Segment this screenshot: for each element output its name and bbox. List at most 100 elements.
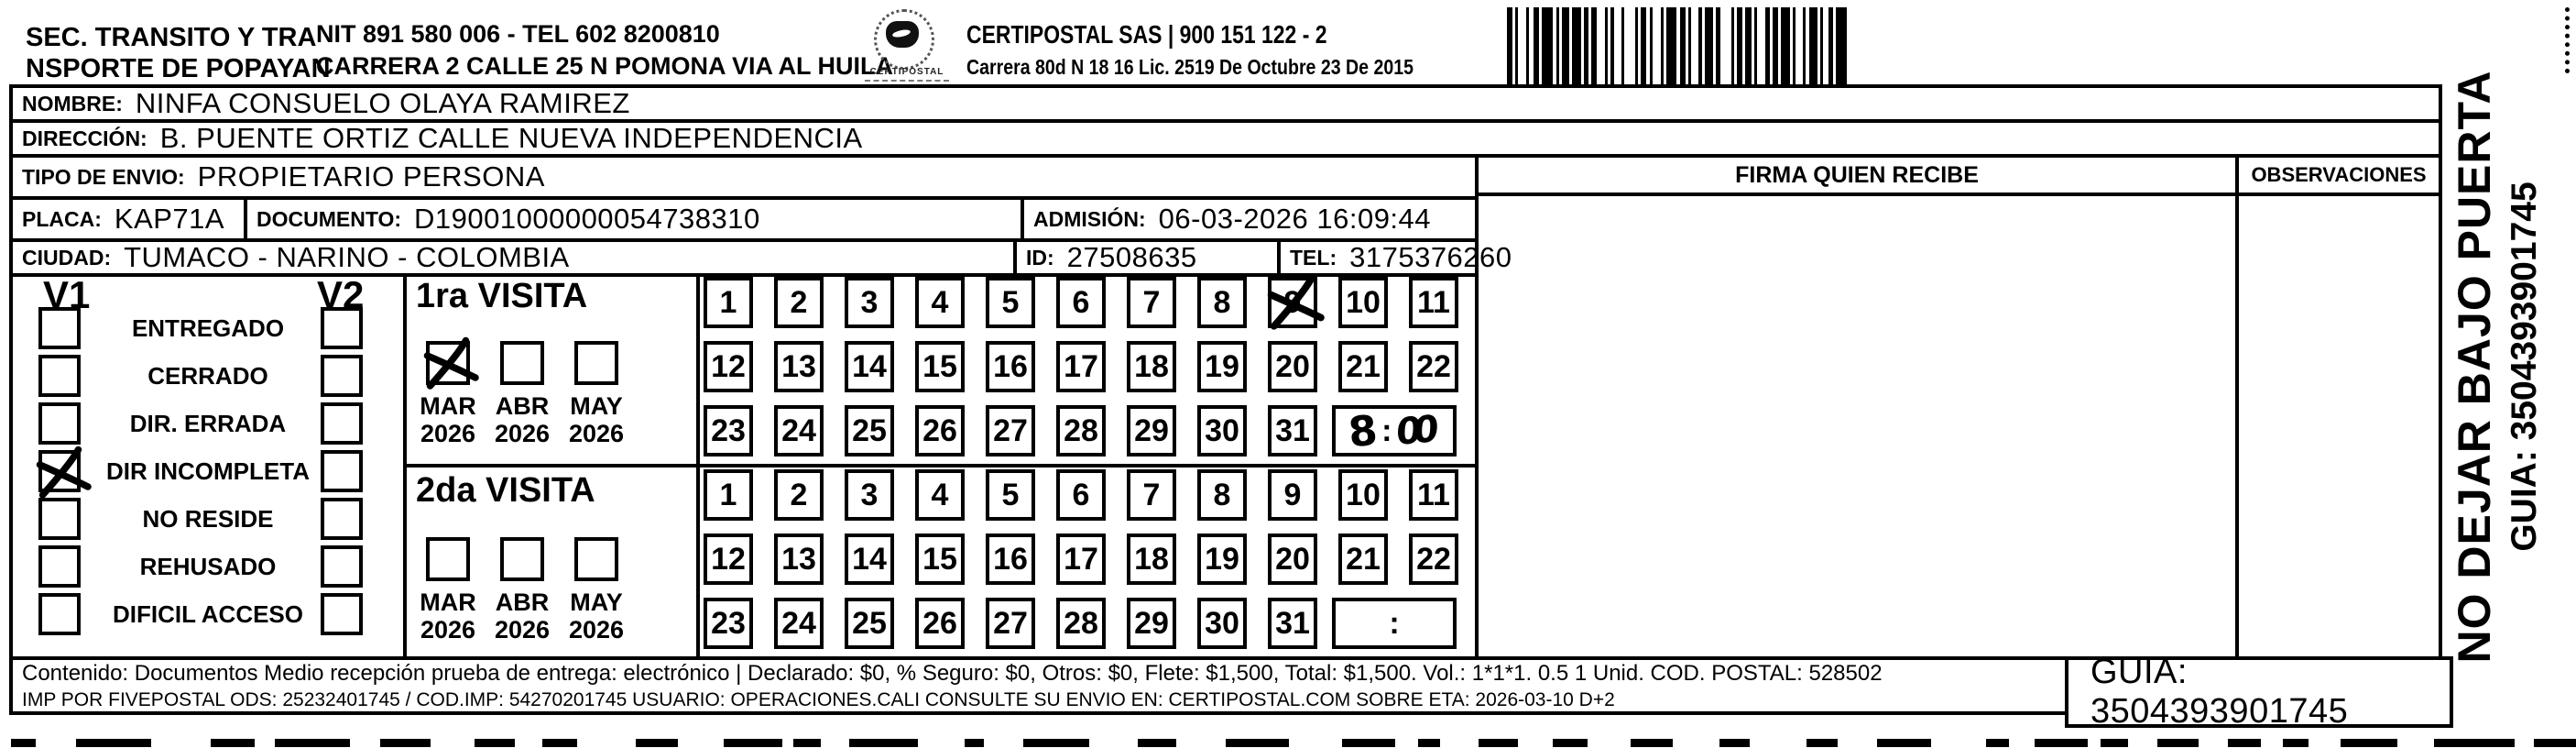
second-visit-day-18[interactable]: 18 bbox=[1127, 534, 1176, 585]
second-visit-day-22[interactable]: 22 bbox=[1409, 534, 1458, 585]
second-visit-day-1[interactable]: 1 bbox=[704, 469, 753, 521]
v1-checkbox-entregado[interactable] bbox=[38, 307, 81, 349]
v1-checkbox-dir-errada[interactable] bbox=[38, 402, 81, 445]
first-visit-day-24[interactable]: 24 bbox=[774, 405, 824, 456]
first-visit-day-4[interactable]: 4 bbox=[915, 277, 965, 328]
second-visit-day-16[interactable]: 16 bbox=[986, 534, 1035, 585]
v2-checkbox-dir-incompleta[interactable] bbox=[321, 450, 363, 492]
second-visit-day-15[interactable]: 15 bbox=[915, 534, 965, 585]
second-visit-day-12[interactable]: 12 bbox=[704, 534, 753, 585]
second-visit-day-24[interactable]: 24 bbox=[774, 598, 824, 649]
first-visit-day-8[interactable]: 8 bbox=[1197, 277, 1247, 328]
day-number: 10 bbox=[1346, 477, 1381, 512]
first-visit-day-15[interactable]: 15 bbox=[915, 341, 965, 392]
second-visit-time-box[interactable]: : bbox=[1332, 598, 1457, 649]
first-visit-day-1[interactable]: 1 bbox=[704, 277, 753, 328]
first-visit-day-6[interactable]: 6 bbox=[1056, 277, 1106, 328]
id-cell: ID: 27508635 bbox=[1013, 238, 1281, 277]
v2-checkbox-no-reside[interactable] bbox=[321, 498, 363, 540]
first-visit-day-30[interactable]: 30 bbox=[1197, 405, 1247, 456]
second-visit-day-8[interactable]: 8 bbox=[1197, 469, 1247, 521]
v1-checkbox-rehusado[interactable] bbox=[38, 545, 81, 588]
first-visit-day-29[interactable]: 29 bbox=[1127, 405, 1176, 456]
month-year: 2026 bbox=[568, 616, 625, 644]
second-visit-day-10[interactable]: 10 bbox=[1338, 469, 1388, 521]
second-visit-day-25[interactable]: 25 bbox=[845, 598, 894, 649]
first-visit-day-7[interactable]: 7 bbox=[1127, 277, 1176, 328]
second-visit-day-17[interactable]: 17 bbox=[1056, 534, 1106, 585]
second-visit-day-9[interactable]: 9 bbox=[1268, 469, 1317, 521]
day-number: 7 bbox=[1142, 284, 1161, 320]
first-visit-day-31[interactable]: 31 bbox=[1268, 405, 1317, 456]
first-visit-day-18[interactable]: 18 bbox=[1127, 341, 1176, 392]
month-label: MAY bbox=[570, 588, 623, 616]
v2-checkbox-cerrado[interactable] bbox=[321, 355, 363, 397]
first-visit-day-9[interactable]: 9 bbox=[1267, 275, 1325, 330]
firma-signature-area[interactable] bbox=[1475, 192, 2239, 660]
observaciones-area[interactable] bbox=[2235, 192, 2442, 660]
first-visit-time-box[interactable]: 8:00 bbox=[1332, 405, 1457, 456]
second-visit-day-19[interactable]: 19 bbox=[1197, 534, 1247, 585]
first-visit-day-13[interactable]: 13 bbox=[774, 341, 824, 392]
second-visit-day-7[interactable]: 7 bbox=[1127, 469, 1176, 521]
first-visit-day-3[interactable]: 3 bbox=[845, 277, 894, 328]
v2-checkbox-entregado[interactable] bbox=[321, 307, 363, 349]
second-visit-day-3[interactable]: 3 bbox=[845, 469, 894, 521]
first-visit-day-27[interactable]: 27 bbox=[986, 405, 1035, 456]
second-visit-day-28[interactable]: 28 bbox=[1056, 598, 1106, 649]
guia-number: GUIA: 3504393901745 bbox=[2090, 653, 2349, 731]
first-visit-day-17[interactable]: 17 bbox=[1056, 341, 1106, 392]
second-visit-day-6[interactable]: 6 bbox=[1056, 469, 1106, 521]
day-number: 11 bbox=[1417, 477, 1450, 512]
first-visit-month-panel: 1ra VISITA MAR 2026 ABR 2026 MAY 2026 bbox=[403, 273, 700, 468]
first-visit-day-26[interactable]: 26 bbox=[915, 405, 965, 456]
second-visit-day-2[interactable]: 2 bbox=[774, 469, 824, 521]
v2-checkbox-rehusado[interactable] bbox=[321, 545, 363, 588]
second-visit-day-13[interactable]: 13 bbox=[774, 534, 824, 585]
v2-checkbox-dir-errada[interactable] bbox=[321, 402, 363, 445]
v1-checkbox-no-reside[interactable] bbox=[38, 498, 81, 540]
second-visit-day-14[interactable]: 14 bbox=[845, 534, 894, 585]
second-visit-day-31[interactable]: 31 bbox=[1268, 598, 1317, 649]
second-visit-day-29[interactable]: 29 bbox=[1127, 598, 1176, 649]
v1-checkbox-dir-incompleta[interactable] bbox=[36, 446, 92, 499]
second-visit-day-21[interactable]: 21 bbox=[1338, 534, 1388, 585]
second-visit-day-5[interactable]: 5 bbox=[986, 469, 1035, 521]
second-visit-month-checkbox-abr[interactable] bbox=[500, 537, 544, 581]
first-visit-day-22[interactable]: 22 bbox=[1409, 341, 1458, 392]
first-visit-month-checkbox-mar[interactable] bbox=[423, 336, 479, 390]
nombre-label: NOMBRE: bbox=[22, 91, 123, 116]
second-visit-day-27[interactable]: 27 bbox=[986, 598, 1035, 649]
v2-checkbox-dificil-acceso[interactable] bbox=[321, 593, 363, 635]
first-visit-day-5[interactable]: 5 bbox=[986, 277, 1035, 328]
first-visit-day-21[interactable]: 21 bbox=[1338, 341, 1388, 392]
first-visit-day-14[interactable]: 14 bbox=[845, 341, 894, 392]
second-visit-day-4[interactable]: 4 bbox=[915, 469, 965, 521]
status-label: DIR INCOMPLETA bbox=[106, 457, 310, 485]
nombre-row: NOMBRE: NINFA CONSUELO OLAYA RAMIREZ bbox=[9, 84, 2442, 123]
first-visit-day-10[interactable]: 10 bbox=[1338, 277, 1388, 328]
second-visit-day-20[interactable]: 20 bbox=[1268, 534, 1317, 585]
v1-checkbox-cerrado[interactable] bbox=[38, 355, 81, 397]
first-visit-month-mar: MAR 2026 bbox=[412, 336, 484, 447]
first-visit-day-20[interactable]: 20 bbox=[1268, 341, 1317, 392]
second-visit-month-checkbox-mar[interactable] bbox=[426, 537, 470, 581]
first-visit-day-12[interactable]: 12 bbox=[704, 341, 753, 392]
first-visit-month-checkbox-may[interactable] bbox=[574, 341, 618, 385]
first-visit-day-11[interactable]: 11 bbox=[1409, 277, 1458, 328]
day-number: 7 bbox=[1142, 477, 1161, 512]
first-visit-day-2[interactable]: 2 bbox=[774, 277, 824, 328]
second-visit-day-11[interactable]: 11 bbox=[1409, 469, 1458, 521]
v1-checkbox-dificil-acceso[interactable] bbox=[38, 593, 81, 635]
first-visit-day-16[interactable]: 16 bbox=[986, 341, 1035, 392]
direccion-value: B. PUENTE ORTIZ CALLE NUEVA INDEPENDENCI… bbox=[159, 122, 863, 154]
first-visit-month-checkbox-abr[interactable] bbox=[500, 341, 544, 385]
first-visit-day-25[interactable]: 25 bbox=[845, 405, 894, 456]
second-visit-month-checkbox-may[interactable] bbox=[574, 537, 618, 581]
second-visit-day-23[interactable]: 23 bbox=[704, 598, 753, 649]
first-visit-day-28[interactable]: 28 bbox=[1056, 405, 1106, 456]
second-visit-day-30[interactable]: 30 bbox=[1197, 598, 1247, 649]
first-visit-day-23[interactable]: 23 bbox=[704, 405, 753, 456]
second-visit-day-26[interactable]: 26 bbox=[915, 598, 965, 649]
first-visit-day-19[interactable]: 19 bbox=[1197, 341, 1247, 392]
